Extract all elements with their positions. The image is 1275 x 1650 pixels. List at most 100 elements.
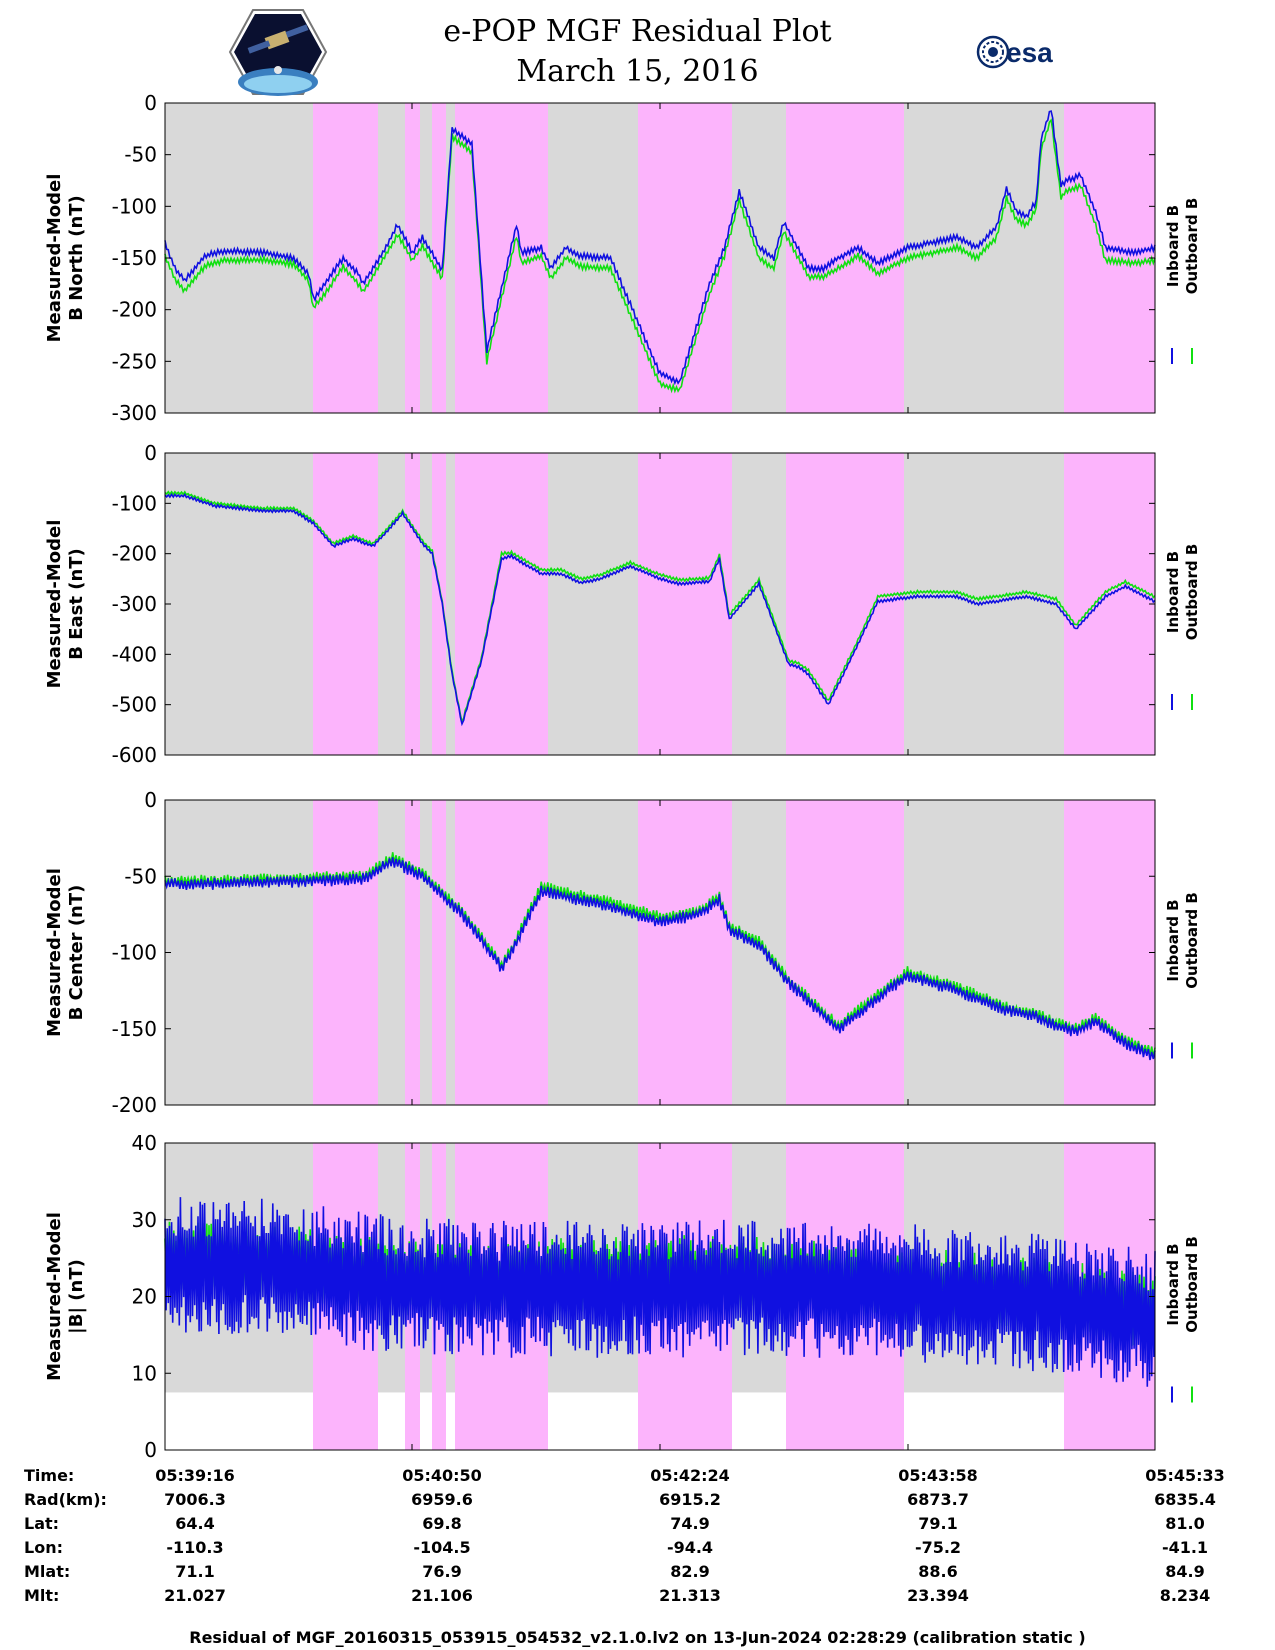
plot-title: e-POP MGF Residual Plot March 15, 2016 <box>0 12 1275 92</box>
info-row: Mlat: 71.1 76.9 82.9 88.6 84.9 <box>0 1562 1275 1586</box>
y-tick-label: -200 <box>112 542 157 566</box>
panel-3: 0 -50 -100 -150 -200 Measured-ModelB Center (… <box>44 788 1201 1117</box>
y-axis-label: Measured-ModelB Center (nT) <box>44 868 87 1037</box>
y-axis-label-line1: Measured-Model <box>44 868 65 1037</box>
panel-2: 0 -100 -200 -300 -400 -500 -600 Measured-ModelB… <box>44 441 1201 767</box>
highlight-band <box>432 103 446 413</box>
legend-entry-outboard: Outboard B <box>1183 892 1201 989</box>
y-tick-label: -200 <box>112 1093 157 1117</box>
esa-logo: esa <box>976 32 1068 76</box>
y-tick-label: -400 <box>112 642 157 666</box>
info-cell: -75.2 <box>914 1538 962 1557</box>
legend: Inboard BOutboard B <box>1164 198 1201 295</box>
highlight-band <box>786 453 904 755</box>
panel-4: 40 30 20 10 0 Measured-Model|B| (nT) Inboard B… <box>44 1131 1201 1462</box>
series-line-inboard <box>164 1197 1156 1387</box>
legend: Inboard BOutboard B <box>1164 544 1201 641</box>
y-tick-label: -100 <box>112 491 157 515</box>
y-tick-label: 0 <box>144 441 157 465</box>
y-tick-label: 0 <box>144 1438 157 1462</box>
y-axis-label: Measured-ModelB North (nT) <box>44 174 87 343</box>
y-tick-label: 20 <box>132 1285 157 1309</box>
info-cell: 05:42:24 <box>650 1466 730 1485</box>
legend-entry-inboard: Inboard B <box>1164 1243 1182 1325</box>
highlight-band <box>786 800 904 1105</box>
highlight-band <box>313 453 378 755</box>
series-line-inboard <box>164 110 1156 386</box>
y-tick-label: -50 <box>124 143 157 167</box>
info-cell: 21.106 <box>411 1586 473 1605</box>
info-cell: -110.3 <box>166 1538 224 1557</box>
esa-logo-text: esa <box>1006 37 1053 68</box>
y-axis-label-line1: Measured-Model <box>44 174 65 343</box>
y-axis-label: Measured-ModelB East (nT) <box>44 520 87 689</box>
y-tick-label: 40 <box>132 1131 157 1155</box>
info-row-label: Lat: <box>24 1514 60 1533</box>
y-axis-label-line2: B East (nT) <box>66 548 87 660</box>
legend-entry-inboard: Inboard B <box>1164 899 1182 981</box>
info-row: Mlt: 21.027 21.106 21.313 23.394 8.234 <box>0 1586 1275 1610</box>
info-cell: 6873.7 <box>907 1490 969 1509</box>
info-row-label: Lon: <box>24 1538 63 1557</box>
info-cell: -104.5 <box>413 1538 471 1557</box>
y-tick-label: -150 <box>112 246 157 270</box>
info-cell: -94.4 <box>666 1538 714 1557</box>
y-tick-label: 0 <box>144 788 157 812</box>
y-tick-label: -300 <box>112 401 157 425</box>
legend: Inboard BOutboard B <box>1164 1236 1201 1333</box>
highlight-band <box>638 800 732 1105</box>
highlight-band <box>455 103 548 413</box>
legend-entry-outboard: Outboard B <box>1183 198 1201 295</box>
info-cell: 71.1 <box>175 1562 215 1581</box>
info-cell: 6959.6 <box>411 1490 473 1509</box>
info-row-label: Rad(km): <box>24 1490 107 1509</box>
highlight-band <box>455 453 548 755</box>
info-cell: 84.9 <box>1165 1562 1205 1581</box>
legend: Inboard BOutboard B <box>1164 892 1201 989</box>
legend-entry-inboard: Inboard B <box>1164 205 1182 287</box>
highlight-band <box>313 800 378 1105</box>
plot-title-line1: e-POP MGF Residual Plot <box>443 14 832 49</box>
info-cell: 81.0 <box>1165 1514 1205 1533</box>
info-row: Rad(km): 7006.3 6959.6 6915.2 6873.7 6835.4 <box>0 1490 1275 1514</box>
info-cell: 82.9 <box>670 1562 710 1581</box>
info-cell: 69.8 <box>422 1514 462 1533</box>
info-cell: 05:45:33 <box>1145 1466 1225 1485</box>
y-tick-label: -100 <box>112 194 157 218</box>
info-row: Lon: -110.3 -104.5 -94.4 -75.2 -41.1 <box>0 1538 1275 1562</box>
info-cell: 21.027 <box>164 1586 226 1605</box>
y-tick-label: -150 <box>112 1017 157 1041</box>
series-line-outboard <box>164 490 1156 724</box>
info-cell: 05:43:58 <box>898 1466 978 1485</box>
info-cell: 21.313 <box>659 1586 721 1605</box>
info-cell: 7006.3 <box>164 1490 226 1509</box>
series-line-inboard <box>164 492 1156 727</box>
info-row-label: Time: <box>24 1466 75 1485</box>
y-tick-label: -500 <box>112 693 157 717</box>
info-cell: 6915.2 <box>659 1490 721 1509</box>
info-row-label: Mlat: <box>24 1562 71 1581</box>
info-cell: 6835.4 <box>1154 1490 1216 1509</box>
footer-note: Residual of MGF_20160315_053915_054532_v… <box>189 1628 1086 1647</box>
info-cell: 74.9 <box>670 1514 710 1533</box>
info-row: Lat: 64.4 69.8 74.9 79.1 81.0 <box>0 1514 1275 1538</box>
panel-1: 0 -50 -100 -150 -200 -250 -300 Measured-ModelB … <box>44 91 1201 425</box>
plot-title-line2: March 15, 2016 <box>516 54 759 89</box>
info-cell: -41.1 <box>1161 1538 1209 1557</box>
y-tick-label: -50 <box>124 864 157 888</box>
y-axis-label-line2: |B| (nT) <box>66 1259 87 1334</box>
info-cell: 8.234 <box>1159 1586 1211 1605</box>
y-tick-label: -600 <box>112 743 157 767</box>
y-axis-label-line2: B North (nT) <box>66 195 87 321</box>
legend-entry-outboard: Outboard B <box>1183 1236 1201 1333</box>
highlight-band <box>405 453 420 755</box>
highlight-band <box>638 453 732 755</box>
highlight-band <box>432 453 446 755</box>
highlight-band <box>432 800 446 1105</box>
info-cell: 79.1 <box>918 1514 958 1533</box>
series-line-outboard <box>164 852 1156 1058</box>
highlight-band <box>455 800 548 1105</box>
y-tick-label: 0 <box>144 91 157 115</box>
info-cell: 23.394 <box>907 1586 969 1605</box>
